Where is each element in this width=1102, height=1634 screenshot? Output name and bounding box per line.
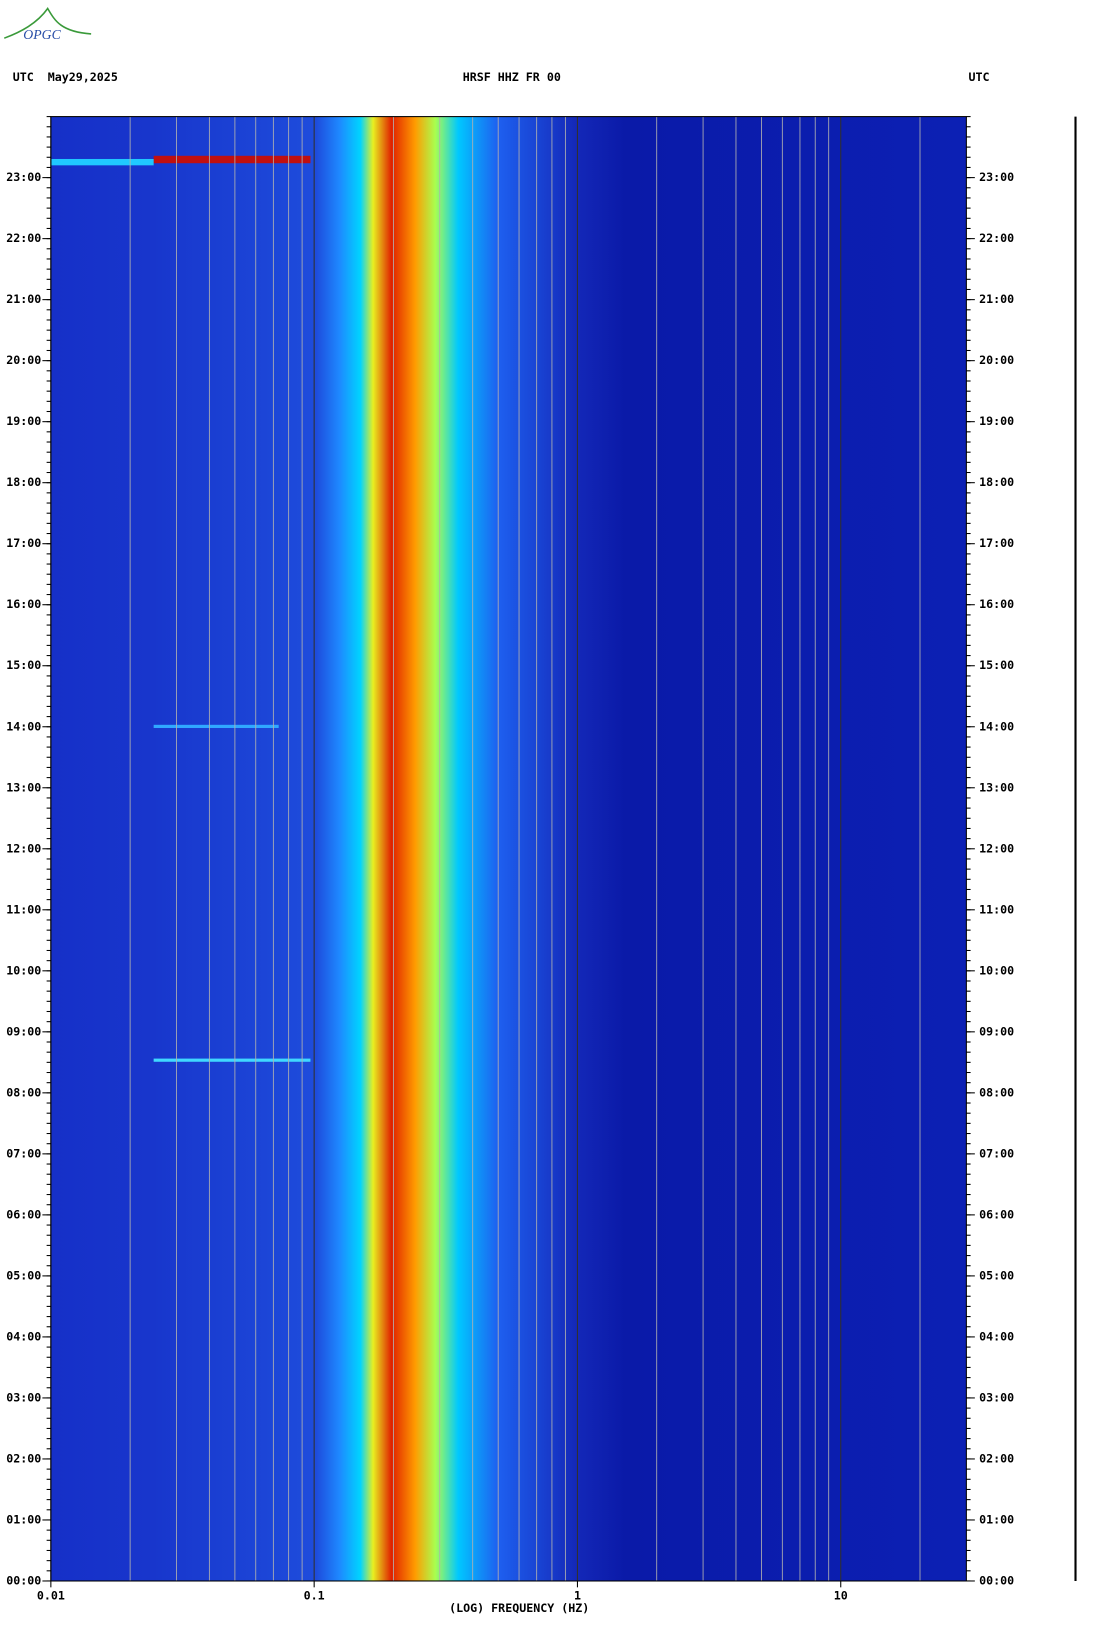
y-tick-label: 03:00 <box>979 1390 1014 1404</box>
y-tick-label: 20:00 <box>979 353 1014 367</box>
y-tick-label: 13:00 <box>979 780 1014 794</box>
plot-frame <box>50 116 967 1582</box>
y-tick-label: 19:00 <box>6 414 41 428</box>
y-tick-label: 05:00 <box>6 1268 41 1282</box>
y-tick-label: 12:00 <box>979 841 1014 855</box>
y-tick-label: 18:00 <box>979 475 1014 489</box>
y-tick-label: 15:00 <box>6 658 41 672</box>
y-tick-label: 18:00 <box>6 475 41 489</box>
y-tick-label: 14:00 <box>6 719 41 733</box>
logo-mark <box>3 7 92 39</box>
x-tick-label: 0.01 <box>37 1588 65 1602</box>
y-tick-label: 23:00 <box>6 170 41 184</box>
y-tick-label: 09:00 <box>6 1024 41 1038</box>
y-tick-label: 16:00 <box>6 597 41 611</box>
y-tick-label: 17:00 <box>6 536 41 550</box>
y-tick-label: 11:00 <box>6 902 41 916</box>
y-tick-label: 22:00 <box>979 231 1014 245</box>
y-tick-label: 08:00 <box>6 1085 41 1099</box>
y-tick-label: 11:00 <box>979 902 1014 916</box>
y-tick-label: 04:00 <box>979 1329 1014 1343</box>
y-tick-label: 17:00 <box>979 536 1014 550</box>
y-tick-label: 06:00 <box>6 1207 41 1221</box>
event-trace <box>153 1058 311 1062</box>
y-tick-label: 01:00 <box>979 1512 1014 1526</box>
y-tick-label: 21:00 <box>979 292 1014 306</box>
y-tick-label: 06:00 <box>979 1207 1014 1221</box>
y-tick-label: 02:00 <box>979 1451 1014 1465</box>
y-tick-label: 07:00 <box>6 1146 41 1160</box>
x-tick-label: 1 <box>574 1588 581 1602</box>
logo: OPGC <box>23 27 61 42</box>
y-tick-label: 23:00 <box>979 170 1014 184</box>
header-left: UTC May29,2025 <box>13 70 118 84</box>
y-tick-label: 14:00 <box>979 719 1014 733</box>
x-tick-label: 10 <box>834 1588 848 1602</box>
y-tick-label: 00:00 <box>979 1573 1014 1587</box>
event-trace <box>153 724 279 728</box>
y-tick-label: 19:00 <box>979 414 1014 428</box>
y-tick-label: 15:00 <box>979 658 1014 672</box>
y-tick-label: 22:00 <box>6 231 41 245</box>
y-tick-label: 10:00 <box>979 963 1014 977</box>
y-tick-label: 07:00 <box>979 1146 1014 1160</box>
header-right: UTC <box>968 70 989 84</box>
y-tick-label: 10:00 <box>6 963 41 977</box>
y-tick-label: 20:00 <box>6 353 41 367</box>
y-tick-label: 00:00 <box>6 1573 41 1587</box>
spectrogram <box>50 116 967 1581</box>
y-tick-label: 01:00 <box>6 1512 41 1526</box>
y-tick-label: 04:00 <box>6 1329 41 1343</box>
chart-title: HRSF HHZ FR 00 <box>463 70 561 84</box>
y-tick-label: 02:00 <box>6 1451 41 1465</box>
y-tick-label: 03:00 <box>6 1390 41 1404</box>
x-axis-label: (LOG) FREQUENCY (HZ) <box>449 1601 589 1615</box>
x-tick-label: 0.1 <box>304 1588 325 1602</box>
y-tick-label: 16:00 <box>979 597 1014 611</box>
y-tick-label: 12:00 <box>6 841 41 855</box>
event-trace <box>153 155 311 164</box>
y-tick-label: 08:00 <box>979 1085 1014 1099</box>
event-trace <box>50 158 154 166</box>
y-tick-label: 05:00 <box>979 1268 1014 1282</box>
y-tick-label: 13:00 <box>6 780 41 794</box>
y-tick-label: 09:00 <box>979 1024 1014 1038</box>
y-tick-label: 21:00 <box>6 292 41 306</box>
